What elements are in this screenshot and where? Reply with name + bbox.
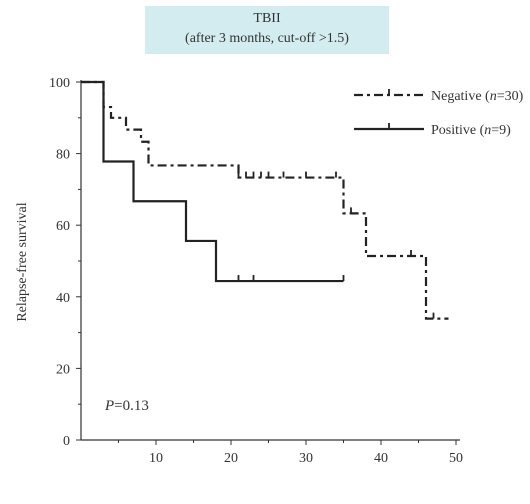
x-tick-label: 50 [449,451,463,466]
legend-label-1: Positive (n=9) [431,123,511,138]
legend: Negative (n=30) Positive (n=9) [354,89,524,138]
series-layer [81,80,449,320]
x-tick-label: 40 [374,451,388,466]
y-tick-label: 80 [56,148,70,163]
x-tick-label: 10 [149,451,163,466]
y-axis-label: Relapse-free survival [15,202,30,321]
x-tick-label: 20 [224,451,238,466]
y-tick-label: 60 [56,219,70,234]
y-tick-label: 20 [56,362,70,377]
y-tick-label: 100 [49,76,70,91]
p-value-annotation: P=0.13 [104,398,149,414]
legend-label-0: Negative (n=30) [431,89,524,104]
p-value-italic: P [104,398,114,414]
p-value-text: =0.13 [114,398,149,414]
chart-title-box: TBII (after 3 months, cut-off >1.5) [145,6,389,54]
axes: 10 20 30 40 50 0 20 40 60 80 100 [49,76,463,466]
chart-title: TBII [253,11,281,26]
y-tick-label: 40 [56,291,70,306]
y-tick-label: 0 [63,434,70,449]
series-line-1 [81,80,344,283]
chart-subtitle: (after 3 months, cut-off >1.5) [185,31,349,46]
x-tick-label: 30 [299,451,313,466]
